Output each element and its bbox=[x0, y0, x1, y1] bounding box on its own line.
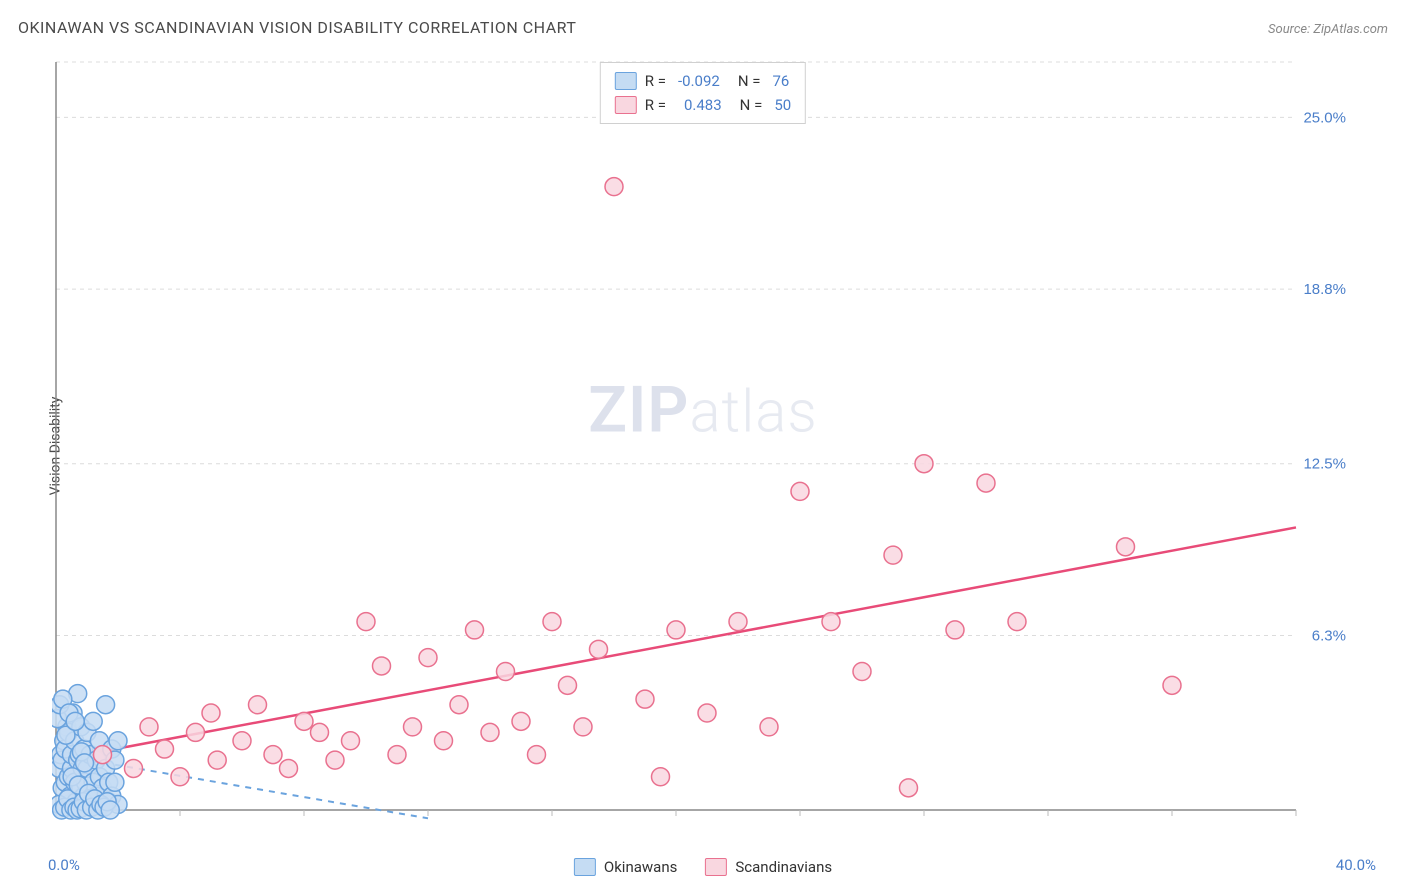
svg-text:12.5%: 12.5% bbox=[1303, 456, 1346, 473]
legend-r-value-okinawans: -0.092 bbox=[678, 69, 720, 93]
plot-area: 6.3% 12.5% 18.8% 25.0% bbox=[52, 58, 1352, 830]
legend-row-okinawans: R = -0.092 N = 76 bbox=[615, 69, 791, 93]
legend-item-scandinavians: Scandinavians bbox=[705, 858, 832, 876]
x-axis-min-label: 0.0% bbox=[48, 856, 80, 874]
svg-text:18.8%: 18.8% bbox=[1303, 281, 1346, 298]
x-axis-max-label: 40.0% bbox=[1336, 856, 1376, 874]
correlation-legend: R = -0.092 N = 76 R = 0.483 N = 50 bbox=[600, 62, 806, 124]
legend-n-value-scandinavians: 50 bbox=[774, 93, 791, 117]
svg-text:6.3%: 6.3% bbox=[1312, 627, 1346, 644]
chart-title: OKINAWAN VS SCANDINAVIAN VISION DISABILI… bbox=[18, 18, 576, 37]
swatch-scandinavians bbox=[615, 96, 637, 114]
scatter-plot: 6.3% 12.5% 18.8% 25.0% bbox=[52, 58, 1352, 830]
legend-n-value-okinawans: 76 bbox=[772, 69, 789, 93]
legend-r-label: R = bbox=[645, 93, 666, 117]
swatch-okinawans bbox=[615, 72, 637, 90]
legend-n-label: N = bbox=[740, 93, 763, 117]
legend-row-scandinavians: R = 0.483 N = 50 bbox=[615, 93, 791, 117]
legend-r-value-scandinavians: 0.483 bbox=[684, 93, 722, 117]
swatch-scandinavians-icon bbox=[705, 858, 727, 876]
legend-item-okinawans: Okinawans bbox=[574, 858, 677, 876]
source-label: Source: ZipAtlas.com bbox=[1268, 22, 1388, 37]
svg-text:25.0%: 25.0% bbox=[1303, 109, 1346, 126]
legend-r-label: R = bbox=[645, 69, 666, 93]
series-legend: Okinawans Scandinavians bbox=[574, 858, 832, 876]
legend-label-okinawans: Okinawans bbox=[604, 858, 677, 876]
swatch-okinawans-icon bbox=[574, 858, 596, 876]
legend-label-scandinavians: Scandinavians bbox=[735, 858, 832, 876]
legend-n-label: N = bbox=[738, 69, 761, 93]
